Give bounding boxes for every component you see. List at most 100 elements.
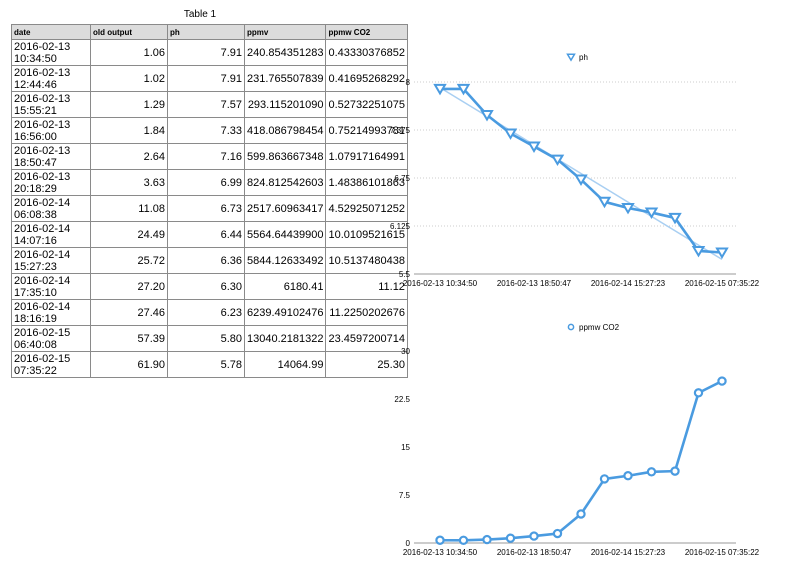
data-point [693, 388, 704, 398]
table-cell[interactable]: 14064.99 [243, 351, 327, 378]
table-cell[interactable]: 10.5137480438 [325, 247, 408, 274]
data-point [574, 174, 588, 187]
data-point [433, 83, 447, 96]
table-cell[interactable]: 2016-02-13 20:18:29 [11, 169, 91, 196]
table-cell[interactable]: 2016-02-13 18:50:47 [11, 143, 91, 170]
data-point [529, 531, 539, 541]
data-point [599, 474, 610, 484]
table-cell[interactable]: 61.90 [90, 351, 168, 378]
table-cell[interactable]: 1.06 [90, 39, 168, 66]
column-header-old-output[interactable]: old output [90, 24, 168, 40]
x-tick-label: 2016-02-13 18:50:47 [497, 548, 572, 557]
table-cell[interactable]: 25.72 [90, 247, 168, 274]
table-cell[interactable]: 293.115201090 [243, 91, 327, 118]
y-tick-label: 6.75 [394, 174, 410, 183]
table-cell[interactable]: 2016-02-14 15:27:23 [11, 247, 91, 274]
data-point [623, 471, 633, 481]
table-cell[interactable]: 599.863667348 [243, 143, 327, 170]
y-tick-label: 0 [406, 539, 411, 548]
table-cell[interactable]: 13040.2181322 [243, 325, 327, 352]
data-point [456, 83, 471, 96]
y-tick-label: 30 [401, 347, 410, 356]
x-tick-label: 2016-02-15 07:35:22 [685, 279, 760, 288]
data-table: date old output ph ppmv ppmw CO2 2016-02… [11, 24, 408, 378]
table-cell[interactable]: 5564.64439900 [243, 221, 327, 248]
data-point [668, 212, 682, 225]
table-row: 2016-02-14 06:08:38 11.08 6.73 2517.60963417… [11, 195, 408, 222]
table-cell[interactable]: 7.91 [167, 65, 245, 92]
data-point [576, 509, 586, 519]
table-cell[interactable]: 2.64 [90, 143, 168, 170]
table-cell[interactable]: 2016-02-13 15:55:21 [11, 91, 91, 118]
data-point [552, 528, 563, 539]
table-cell[interactable]: 5.78 [167, 351, 245, 378]
table-cell[interactable]: 1.84 [90, 117, 168, 144]
table-cell[interactable]: 6239.49102476 [243, 299, 327, 326]
table-cell[interactable]: 4.52925071252 [325, 195, 408, 222]
data-point [597, 196, 612, 209]
table-cell[interactable]: 824.812542603 [243, 169, 327, 196]
y-tick-label: 8 [406, 78, 411, 87]
legend-label: ppmw CO2 [579, 323, 620, 332]
legend-label: ph [579, 53, 588, 62]
table-cell[interactable]: 0.75214993781 [325, 117, 408, 144]
table-cell[interactable]: 5.80 [167, 325, 245, 352]
table-row: 2016-02-14 17:35:10 27.20 6.30 6180.41 11.12 [11, 273, 408, 300]
table-row: 2016-02-13 10:34:50 1.06 7.91 240.854351283 0… [11, 39, 408, 66]
x-tick-label: 2016-02-14 15:27:23 [591, 279, 666, 288]
x-tick-label: 2016-02-13 10:34:50 [403, 279, 478, 288]
data-point [503, 128, 518, 140]
data-point [527, 141, 541, 153]
column-header-date[interactable]: date [11, 24, 91, 40]
table-cell[interactable]: 231.765507839 [243, 65, 327, 92]
legend-marker-icon [567, 323, 575, 331]
table-cell[interactable]: 7.91 [167, 39, 245, 66]
table-cell[interactable]: 6.30 [167, 273, 245, 300]
table-cell[interactable]: 6.44 [167, 221, 245, 248]
table-body: 2016-02-13 10:34:50 1.06 7.91 240.854351283 0… [11, 39, 408, 378]
table-cell[interactable]: 25.30 [325, 351, 408, 378]
table-title: Table 1 [183, 9, 217, 20]
y-tick-label: 7.375 [390, 126, 411, 135]
table-row: 2016-02-13 18:50:47 2.64 7.16 599.863667348 1… [11, 143, 408, 170]
data-point [691, 245, 706, 258]
y-tick-label: 7.5 [399, 491, 411, 500]
table-cell[interactable]: 27.46 [90, 299, 168, 326]
y-tick-label: 5.5 [399, 270, 411, 279]
table-cell[interactable]: 2016-02-13 12:44:46 [11, 65, 91, 92]
legend-marker-icon [566, 53, 576, 62]
data-point [505, 533, 516, 543]
x-tick-label: 2016-02-14 15:27:23 [591, 548, 666, 557]
data-point [482, 534, 492, 545]
table-row: 2016-02-15 07:35:22 61.90 5.78 14064.99 25.30 [11, 351, 408, 378]
table-row: 2016-02-14 18:16:19 27.46 6.23 6239.49102476… [11, 299, 408, 326]
table-cell[interactable]: 7.16 [167, 143, 245, 170]
table-cell[interactable]: 0.43330376852 [325, 39, 408, 66]
table-cell[interactable]: 11.12 [325, 273, 408, 300]
data-point [670, 466, 680, 476]
table-cell[interactable]: 2016-02-15 06:40:08 [11, 325, 91, 352]
table-cell[interactable]: 24.49 [90, 221, 168, 248]
x-tick-label: 2016-02-13 18:50:47 [497, 279, 572, 288]
y-tick-label: 6.125 [390, 222, 411, 231]
table-cell[interactable]: 6.23 [167, 299, 245, 326]
table-cell[interactable]: 1.29 [90, 91, 168, 118]
table-cell[interactable]: 0.52732251075 [325, 91, 408, 118]
x-tick-label: 2016-02-15 07:35:22 [685, 548, 760, 557]
data-point [480, 110, 494, 122]
data-point [435, 535, 445, 545]
ph-chart: ph 5.5 6.125 6.75 7.375 8 2016-02-13 10:34:50 2… [390, 53, 760, 288]
y-tick-label: 22.5 [394, 395, 410, 404]
data-point [644, 207, 659, 220]
table-cell[interactable]: 2016-02-14 06:08:38 [11, 195, 91, 222]
table-row: 2016-02-15 06:40:08 57.39 5.80 13040.2181322… [11, 325, 408, 352]
table-cell[interactable]: 1.48386101863 [325, 169, 408, 196]
table-cell[interactable]: 5844.12633492 [243, 247, 327, 274]
table-cell[interactable]: 6.73 [167, 195, 245, 222]
data-point [621, 202, 635, 215]
table-cell[interactable]: 2016-02-14 17:35:10 [11, 273, 91, 300]
table-cell[interactable]: 2016-02-15 07:35:22 [11, 351, 91, 378]
data-point [646, 467, 657, 477]
table-cell[interactable]: 1.07917164991 [325, 143, 408, 170]
